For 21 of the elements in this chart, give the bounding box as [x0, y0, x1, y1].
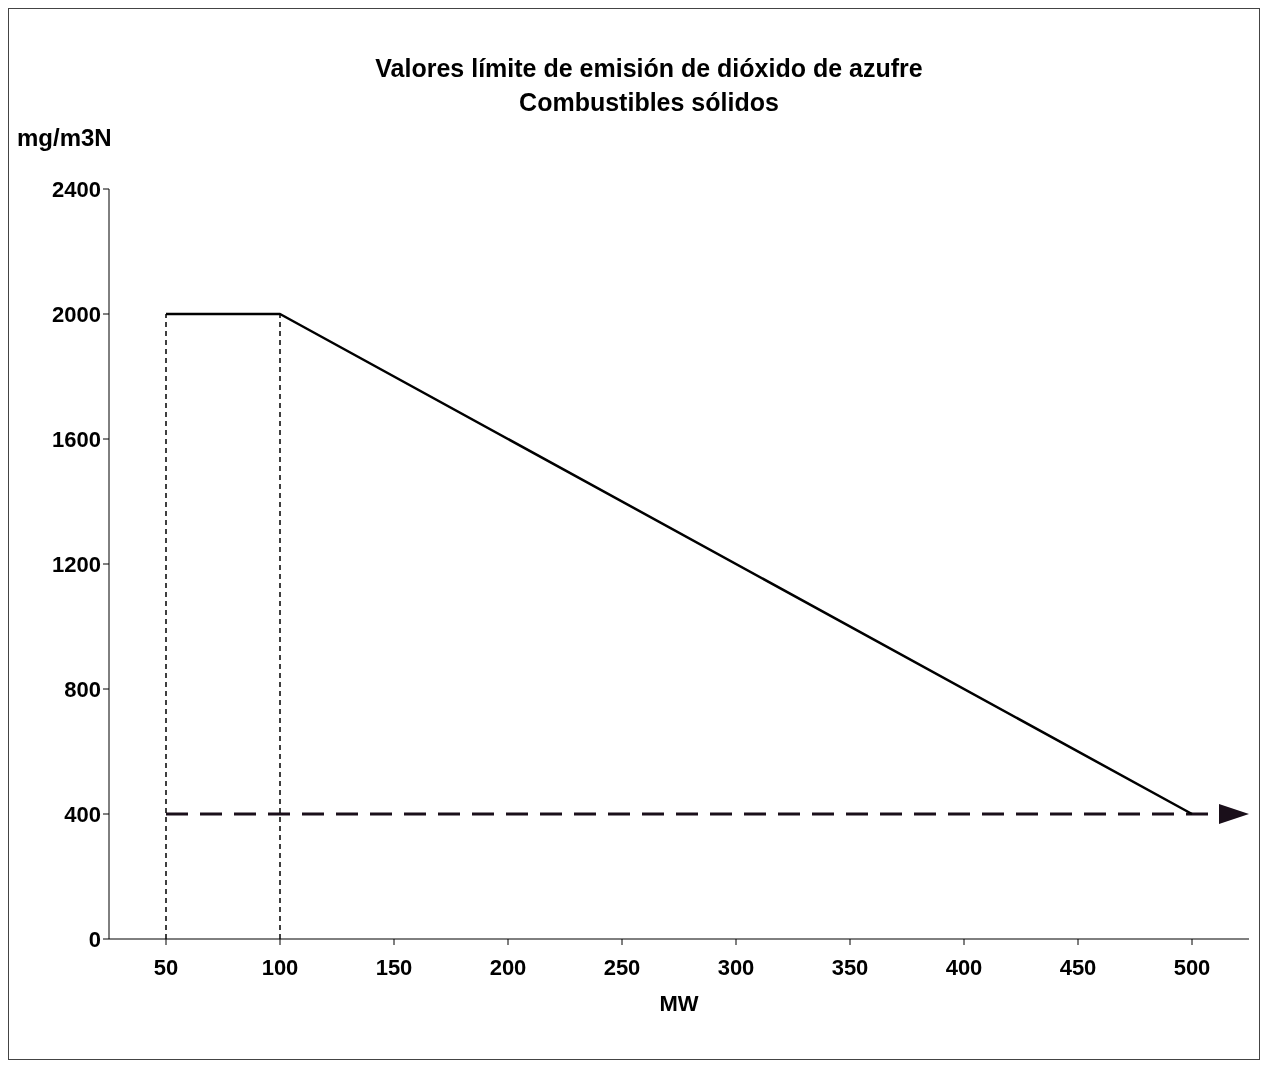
y-tick-label: 1200 — [52, 551, 101, 577]
x-tick-label: 50 — [153, 954, 179, 980]
x-tick-label: 450 — [1059, 954, 1097, 980]
x-axis-title: MW — [659, 991, 699, 1016]
x-tick-label: 500 — [1173, 954, 1211, 980]
y-tick-label: 2400 — [52, 176, 101, 202]
chart-title: Valores límite de emisión de dióxido de azufre — [374, 53, 924, 84]
x-tick-label: 150 — [375, 954, 413, 980]
y-tick-label: 800 — [64, 676, 101, 702]
chart-subtitle: Combustibles sólidos — [518, 87, 780, 118]
x-tick-label: 350 — [831, 954, 869, 980]
x-tick-label: 200 — [489, 954, 527, 980]
x-tick-label: 250 — [603, 954, 641, 980]
x-tick-label: 100 — [261, 954, 299, 980]
y-tick-label: 2000 — [52, 301, 101, 327]
y-tick-label: 1600 — [52, 426, 101, 452]
x-tick-label: 300 — [717, 954, 755, 980]
y-tick-label: 0 — [88, 926, 101, 952]
x-tick-label: 400 — [945, 954, 983, 980]
y-tick-label: 400 — [64, 801, 101, 827]
y-axis-title: mg/m3N — [17, 124, 112, 152]
